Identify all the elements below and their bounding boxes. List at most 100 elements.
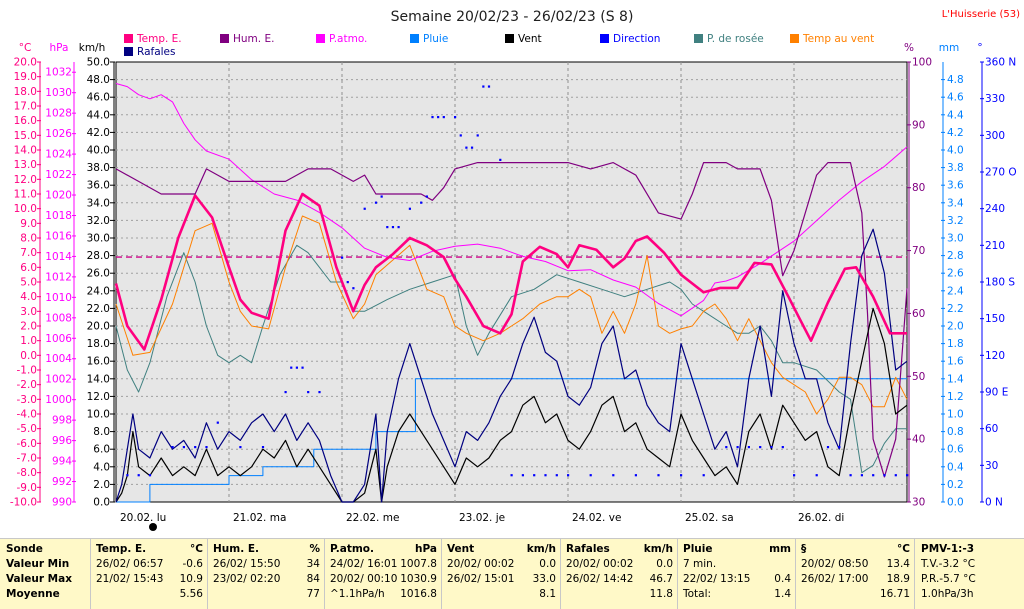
tick-label-humidity: 70 xyxy=(912,245,925,257)
tick-label-wind: 36.0 xyxy=(87,180,110,192)
summary-row-max: Valeur Max xyxy=(6,573,72,585)
axis-unit-rain: mm xyxy=(939,42,959,54)
summary-col-sonde: Sonde Valeur Min Valeur Max Moyenne xyxy=(0,539,90,609)
tick-label-wind: 12.0 xyxy=(87,391,110,403)
tick-label-humidity: 40 xyxy=(912,434,925,446)
tick-label-wind: 44.0 xyxy=(87,109,110,121)
point-direction xyxy=(487,85,491,88)
tick-label-wind: 20.0 xyxy=(87,321,110,333)
summary-cell-time: 20/02/ 00:02 xyxy=(566,558,634,570)
tick-label-pressure: 998 xyxy=(52,415,72,427)
tick-label-pressure: 990 xyxy=(52,497,72,509)
summary-col: Pluie mm 7 min. 22/02/ 13:15 0.4 Total: 1.4 xyxy=(677,539,796,609)
summary-cell-value: 77 xyxy=(306,588,320,600)
tick-label-direction: 330 xyxy=(985,93,1005,105)
tick-label-pressure: 1012 xyxy=(45,271,72,283)
tick-label-wind: 40.0 xyxy=(87,145,110,157)
tick-label-temp: 19.0 xyxy=(14,71,37,83)
summary-cell-time: 26/02/ 15:50 xyxy=(213,558,281,570)
tick-label-wind: 26.0 xyxy=(87,268,110,280)
tick-label-pressure: 1008 xyxy=(45,312,72,324)
point-direction xyxy=(680,474,683,477)
summary-col: Temp. E. °C 26/02/ 06:57 -0.6 21/02/ 15:43 10… xyxy=(90,539,208,609)
summary-cell-value: 5.56 xyxy=(179,588,203,600)
day-label: 21.02. ma xyxy=(233,512,286,524)
point-direction xyxy=(826,446,830,449)
tick-label-direction: 60 xyxy=(985,423,998,435)
summary-cell-value: 10.9 xyxy=(179,573,203,585)
summary-cell-value: 1016.8 xyxy=(400,588,437,600)
point-direction xyxy=(872,474,875,477)
axes: 20.0 19.0 18.0 17.0 16.0 15.0 14.0 13.0 12.0 11.0… xyxy=(10,57,1017,509)
point-direction xyxy=(437,116,440,119)
series-line-temp-e- xyxy=(114,192,907,351)
tick-label-wind: 38.0 xyxy=(87,162,110,174)
tick-label-direction: 90 E xyxy=(985,387,1008,399)
day-label: 24.02. ve xyxy=(572,512,621,524)
tick-label-rain: 4.8 xyxy=(947,74,964,86)
summary-col-title: P.atmo. xyxy=(330,543,375,555)
tick-label-temp: -8.0 xyxy=(17,467,38,479)
axis-unit-wind: km/h xyxy=(79,42,106,54)
point-direction xyxy=(391,226,395,229)
summary-col-title: Rafales xyxy=(566,543,610,555)
summary-col-unit: mm xyxy=(769,543,791,555)
summary-cell-value: 0.4 xyxy=(774,573,791,585)
point-direction xyxy=(499,158,502,161)
tick-label-temp: 7.0 xyxy=(20,247,37,259)
tick-label-pressure: 1006 xyxy=(45,333,72,345)
tick-label-temp: -6.0 xyxy=(17,438,38,450)
legend-swatch xyxy=(410,34,419,43)
summary-cell-time: 21/02/ 15:43 xyxy=(96,573,164,585)
legend-swatch xyxy=(124,34,133,43)
tick-label-rain: 3.8 xyxy=(947,162,964,174)
tick-label-temp: 13.0 xyxy=(14,159,37,171)
legend-label: Vent xyxy=(518,33,542,45)
point-direction xyxy=(182,446,185,449)
tick-label-wind: 10.0 xyxy=(87,409,110,421)
summary-cell-time: 26/02/ 06:57 xyxy=(96,558,164,570)
series-line-temp-au-vent xyxy=(115,215,908,415)
point-direction xyxy=(510,474,513,477)
summary-cell-value: -0.6 xyxy=(182,558,204,570)
axis-unit-humidity: % xyxy=(904,42,914,54)
point-direction xyxy=(205,446,208,449)
point-direction xyxy=(318,391,321,394)
now-marker-icon xyxy=(149,523,157,531)
tick-label-rain: 0.8 xyxy=(947,426,964,438)
tick-label-wind: 18.0 xyxy=(87,338,110,350)
tick-label-rain: 2.2 xyxy=(947,303,964,315)
point-direction xyxy=(425,195,428,198)
summary-cell-time: Total: xyxy=(683,588,712,600)
summary-cell-value: 1007.8 xyxy=(400,558,437,570)
day-label: 23.02. je xyxy=(459,512,505,524)
chart-title: Semaine 20/02/23 - 26/02/23 (S 8) xyxy=(391,9,634,25)
summary-cell-value: 8.1 xyxy=(539,588,556,600)
point-direction xyxy=(589,474,592,477)
point-direction xyxy=(341,256,344,259)
point-direction xyxy=(883,474,886,477)
tick-label-temp: 17.0 xyxy=(14,101,37,113)
day-label: 20.02. lu xyxy=(120,512,166,524)
point-direction xyxy=(431,116,434,119)
axis-unit-labels: °C hPa km/h% mm ° xyxy=(19,42,983,54)
summary-col-unit: °C xyxy=(897,543,910,555)
tick-label-direction: 240 xyxy=(985,203,1005,215)
point-direction xyxy=(815,474,818,477)
point-direction xyxy=(793,474,796,477)
tick-label-pressure: 1014 xyxy=(45,251,72,263)
summary-cell-value: 33.0 xyxy=(532,573,556,585)
tick-label-pressure: 1016 xyxy=(45,230,72,242)
point-direction xyxy=(781,446,784,449)
tick-label-temp: -3.0 xyxy=(17,394,38,406)
legend: Temp. E. Hum. E. P.atmo. Pluie Vent Direction… xyxy=(124,33,874,58)
tick-label-temp: 3.0 xyxy=(20,306,37,318)
legend-swatch xyxy=(316,34,325,43)
point-direction xyxy=(465,146,468,149)
tick-label-temp: 10.0 xyxy=(14,203,37,215)
point-direction xyxy=(544,474,547,477)
axis-unit-pressure: hPa xyxy=(50,42,69,54)
tick-label-temp: -4.0 xyxy=(17,409,38,421)
day-label: 25.02. sa xyxy=(685,512,734,524)
legend-label: P. de rosée xyxy=(707,33,764,45)
